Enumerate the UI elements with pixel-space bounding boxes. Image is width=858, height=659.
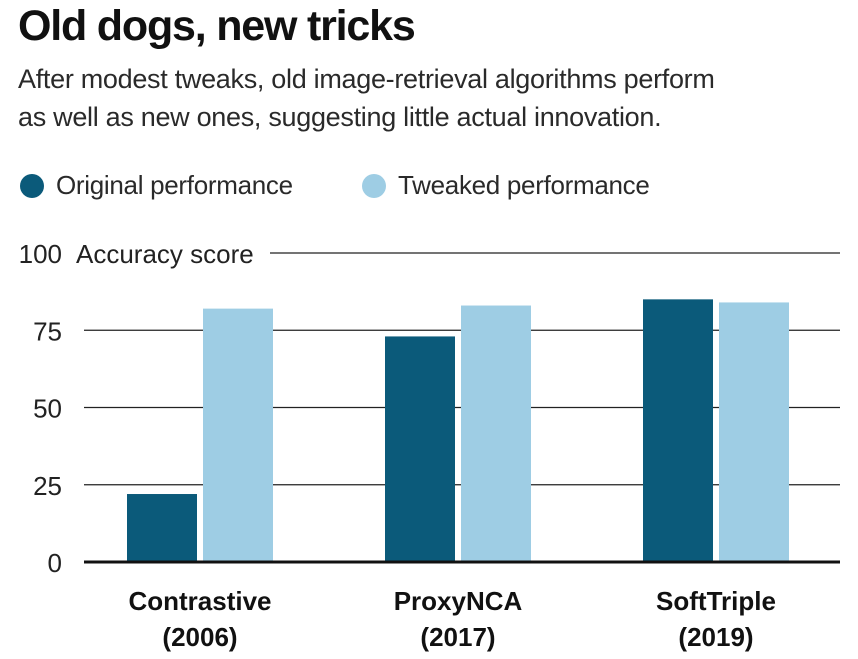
subtitle-line-2: as well as new ones, suggesting little a… — [18, 102, 662, 132]
subtitle-line-1: After modest tweaks, old image-retrieval… — [18, 64, 715, 94]
category-year-contrastive: (2006) — [162, 622, 237, 652]
bar-contrastive-tweaked — [203, 308, 273, 562]
legend-swatch-original — [20, 174, 44, 198]
legend-label-tweaked: Tweaked performance — [398, 170, 650, 200]
y-tick-label-25: 25 — [33, 471, 62, 501]
y-tick-label-75: 75 — [33, 316, 62, 346]
bar-softtriple-original — [643, 299, 713, 562]
legend-label-original: Original performance — [56, 170, 293, 200]
bar-proxynca-original — [385, 336, 455, 562]
bar-contrastive-original — [127, 494, 197, 562]
category-year-softtriple: (2019) — [678, 622, 753, 652]
y-tick-label-0: 0 — [48, 548, 62, 578]
category-label-proxynca: ProxyNCA — [394, 586, 523, 616]
bar-proxynca-tweaked — [461, 305, 531, 562]
y-tick-label-100: 100 — [19, 239, 62, 269]
category-year-proxynca: (2017) — [420, 622, 495, 652]
y-axis-label: Accuracy score — [76, 239, 254, 269]
category-label-softtriple: SoftTriple — [656, 586, 776, 616]
chart-subtitle: After modest tweaks, old image-retrieval… — [18, 60, 818, 136]
chart-title: Old dogs, new tricks — [18, 2, 416, 50]
y-tick-label-50: 50 — [33, 394, 62, 424]
legend-swatch-tweaked — [362, 174, 386, 198]
bar-softtriple-tweaked — [719, 302, 789, 562]
category-label-contrastive: Contrastive — [128, 586, 271, 616]
